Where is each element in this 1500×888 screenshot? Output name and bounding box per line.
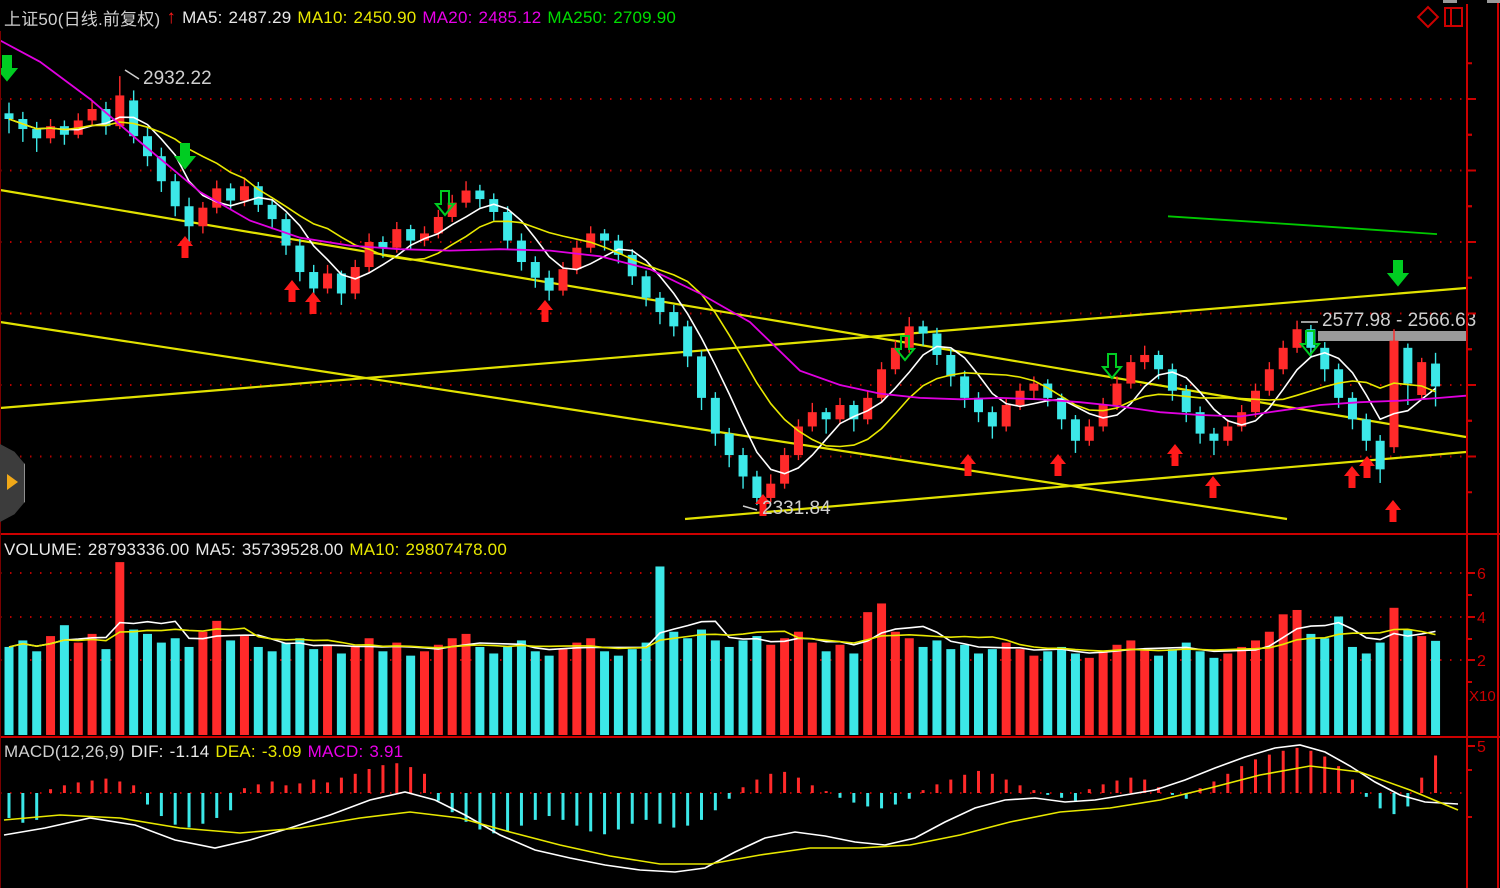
window-chrome-chip <box>1443 0 1457 3</box>
volume-ma10-label: MA10: <box>349 540 400 559</box>
macd-value-label: MACD: <box>307 742 364 761</box>
ma10-value: 2450.90 <box>353 7 417 27</box>
low-price-annotation: 2331.84 <box>762 498 831 519</box>
window-chrome-chip <box>1487 0 1500 3</box>
macd-axis-label: 5 <box>1477 739 1486 756</box>
volume-value: 28793336.00 <box>87 540 190 559</box>
ma250-value: 2709.90 <box>613 7 677 27</box>
ma5-label: MA5: <box>182 7 223 27</box>
ma-lines <box>0 39 1467 475</box>
macd-histogram <box>7 747 1438 835</box>
dea-value: -3.09 <box>261 742 302 761</box>
up-arrow-icon: ↑ <box>166 6 177 28</box>
volume-ma-lines <box>8 620 1436 654</box>
ma20-value: 2485.12 <box>478 7 542 27</box>
volume-axis-label: 6 <box>1477 566 1486 583</box>
ma5-value: 2487.29 <box>228 7 292 27</box>
volume-pane-header: VOLUME: 28793336.00 MA5: 35739528.00 MA1… <box>4 540 507 560</box>
volume-ma5-label: MA5: <box>195 540 236 559</box>
ma20-label: MA20: <box>422 7 473 27</box>
range-price-annotation: 2577.98 - 2566.63 <box>1322 310 1476 331</box>
ma250-label: MA250: <box>547 7 608 27</box>
trendlines[interactable] <box>0 188 1467 521</box>
volume-ma5-value: 35739528.00 <box>241 540 344 559</box>
window-controls <box>1416 5 1463 29</box>
volume-label: VOLUME: <box>4 540 82 559</box>
diamond-icon[interactable] <box>1416 5 1440 29</box>
dea-label: DEA: <box>215 742 256 761</box>
peak-price-annotation: 2932.22 <box>143 68 212 89</box>
macd-value: 3.91 <box>369 742 404 761</box>
volume-ma10-value: 29807478.00 <box>405 540 507 559</box>
dif-label: DIF: <box>130 742 164 761</box>
volume-axis-label: 4 <box>1477 610 1486 627</box>
measure-bar[interactable] <box>1318 331 1466 341</box>
dif-value: -1.14 <box>169 742 210 761</box>
macd-name: MACD(12,26,9) <box>4 742 125 761</box>
volume-bars <box>4 562 1441 735</box>
price-annotations: 2932.22 2331.84 2577.98 - 2566.63 <box>124 68 1476 519</box>
split-window-icon[interactable] <box>1444 7 1463 27</box>
volume-unit-label: X10 <box>1469 688 1496 705</box>
instrument-title: 上证50(日线.前复权) <box>4 10 161 29</box>
main-chart-header: 上证50(日线.前复权) ↑ MA5: 2487.29 MA10: 2450.9… <box>4 5 676 30</box>
macd-dif-dea-lines <box>3 744 1459 873</box>
candlesticks <box>4 76 1441 506</box>
expand-arrow-icon <box>7 474 18 490</box>
macd-pane-header: MACD(12,26,9) DIF: -1.14 DEA: -3.09 MACD… <box>4 742 403 762</box>
volume-axis-label: 2 <box>1477 653 1486 670</box>
signal-arrows <box>0 55 1410 522</box>
ma10-label: MA10: <box>297 7 348 27</box>
